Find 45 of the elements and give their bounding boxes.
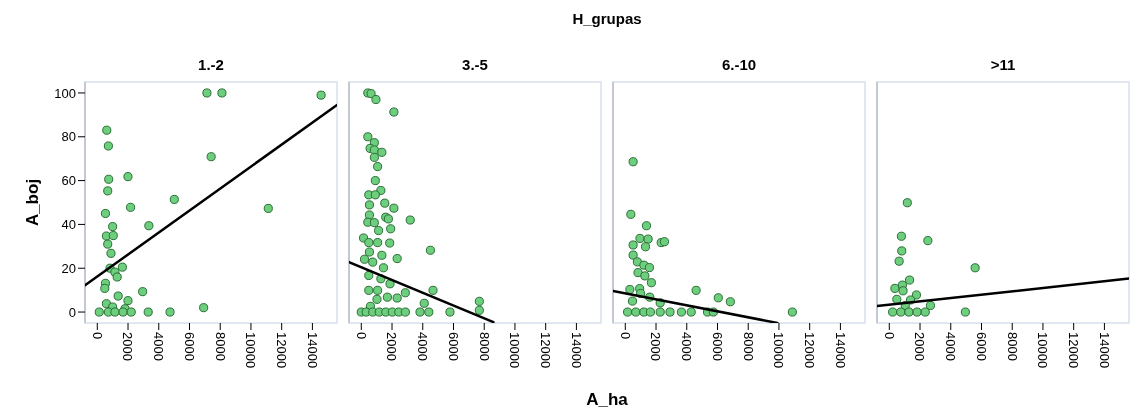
x-tick-label: 10000	[1035, 332, 1051, 369]
x-tick-label: 0	[881, 332, 897, 340]
x-tick-label: 10000	[771, 332, 787, 369]
x-tick-label: 12000	[538, 332, 554, 369]
y-tick-label: 80	[61, 129, 76, 145]
chart-title: 1.-2	[198, 56, 224, 73]
x-tick-label: 12000	[1066, 332, 1082, 369]
chart-title: 3.-5	[462, 56, 488, 73]
x-tick-label: 6000	[445, 332, 461, 361]
x-tick-label: 6000	[709, 332, 725, 361]
y-axis-title: A_boj	[23, 178, 42, 227]
y-tick-label: 40	[61, 216, 76, 232]
x-tick-label: 8000	[1004, 332, 1020, 361]
x-tick-label: 14000	[304, 332, 320, 369]
x-tick-label: 12000	[274, 332, 290, 369]
y-tick-label: 100	[54, 85, 76, 101]
x-tick-label: 8000	[476, 332, 492, 361]
x-tick-label: 6000	[181, 332, 197, 361]
x-tick-label: 14000	[568, 332, 584, 369]
x-tick-label: 2000	[648, 332, 664, 361]
x-tick-label: 8000	[740, 332, 756, 361]
x-tick-label: 4000	[415, 332, 431, 361]
y-tick-label: 0	[68, 304, 76, 320]
x-tick-label: 14000	[832, 332, 848, 369]
chart-title: 6.-10	[721, 56, 757, 73]
x-tick-label: 10000	[507, 332, 523, 369]
x-tick-label: 6000	[973, 332, 989, 361]
y-tick-label: 20	[61, 260, 76, 276]
x-tick-label: 14000	[1096, 332, 1112, 369]
x-tick-label: 0	[89, 332, 105, 340]
x-tick-label: 2000	[384, 332, 400, 361]
x-tick-label: 2000	[912, 332, 928, 361]
x-tick-label: 8000	[212, 332, 228, 361]
text: A_ha	[586, 390, 629, 409]
chart-title: >11	[990, 56, 1016, 73]
x-tick-label: 2000	[120, 332, 136, 361]
x-tick-label: 10000	[243, 332, 259, 369]
text: H_grupas	[572, 10, 642, 27]
x-tick-label: 4000	[943, 332, 959, 361]
x-tick-label: 4000	[151, 332, 167, 361]
x-tick-label: 4000	[679, 332, 695, 361]
x-tick-label: 0	[617, 332, 633, 340]
y-tick-label: 60	[61, 173, 76, 189]
x-tick-label: 0	[353, 332, 369, 340]
x-tick-label: 12000	[802, 332, 818, 369]
